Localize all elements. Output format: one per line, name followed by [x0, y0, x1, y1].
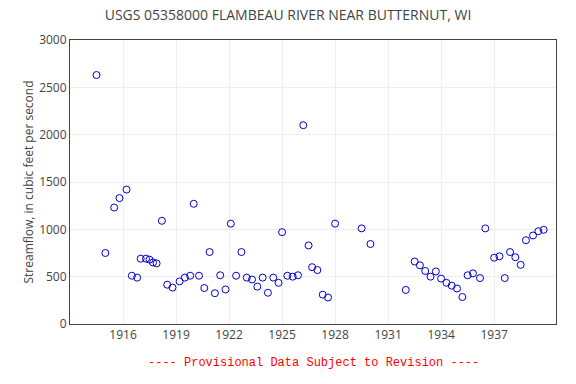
svg-text:1928: 1928: [321, 326, 349, 343]
svg-text:1916: 1916: [109, 326, 137, 343]
svg-text:1000: 1000: [39, 221, 67, 238]
svg-text:1934: 1934: [427, 326, 455, 343]
svg-text:2500: 2500: [39, 79, 67, 96]
svg-text:1931: 1931: [374, 326, 401, 343]
svg-text:1500: 1500: [39, 173, 67, 190]
svg-text:USGS 05358000 FLAMBEAU RIVER N: USGS 05358000 FLAMBEAU RIVER NEAR BUTTER…: [105, 5, 472, 24]
svg-text:2000: 2000: [39, 126, 67, 143]
svg-text:1919: 1919: [162, 326, 190, 343]
svg-text:1922: 1922: [215, 326, 243, 343]
svg-text:500: 500: [46, 268, 67, 285]
svg-text:3000: 3000: [39, 31, 67, 48]
svg-text:0: 0: [60, 315, 67, 332]
svg-text:Streamflow, in cubic feet per: Streamflow, in cubic feet per second: [20, 80, 37, 283]
svg-text:---- Provisional Data Subject: ---- Provisional Data Subject to Revisio…: [148, 356, 479, 370]
svg-text:1925: 1925: [268, 326, 296, 343]
svg-text:1937: 1937: [480, 326, 508, 343]
